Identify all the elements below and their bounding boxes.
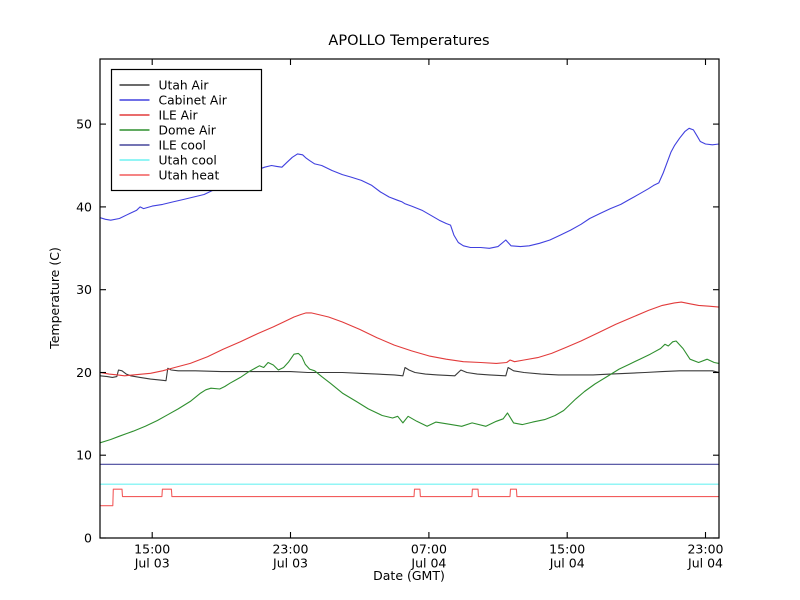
legend-label-utah-air: Utah Air — [159, 78, 210, 92]
legend-label-cabinet-air: Cabinet Air — [159, 93, 228, 107]
x-tick-label-time: 07:00 — [411, 542, 447, 557]
x-tick-label-date: Jul 03 — [134, 556, 170, 571]
series-line-dome-air — [100, 340, 719, 444]
y-axis-tick-labels: 0 10 20 30 40 50 — [76, 117, 92, 546]
y-tick-label: 50 — [76, 117, 92, 132]
legend-label-ile-air: ILE Air — [159, 108, 199, 122]
x-tick-label-date: Jul 04 — [687, 556, 723, 571]
x-tick-label-date: Jul 04 — [410, 556, 446, 571]
y-tick-label: 40 — [76, 199, 92, 214]
x-tick-label-time: 15:00 — [549, 542, 585, 557]
legend-label-utah-cool: Utah cool — [159, 153, 217, 167]
series-line-utah-air — [100, 366, 719, 382]
y-tick-label: 10 — [76, 448, 92, 463]
x-tick-label-date: Jul 04 — [549, 556, 585, 571]
x-tick-label-date: Jul 03 — [272, 556, 308, 571]
plot-frame — [99, 58, 720, 539]
legend-label-dome-air: Dome Air — [159, 123, 217, 137]
y-tick-label: 20 — [76, 365, 92, 380]
x-tick-label-time: 23:00 — [687, 542, 723, 557]
y-axis-label: Temperature (C) — [47, 247, 62, 350]
legend-label-ile-cool: ILE cool — [159, 138, 206, 152]
x-tick-label-time: 23:00 — [272, 542, 308, 557]
x-axis-label: Date (GMT) — [373, 568, 445, 583]
series-line-ile-air — [100, 301, 719, 377]
axis-ticks — [100, 59, 719, 539]
legend-label-utah-heat: Utah heat — [159, 168, 220, 182]
chart-title: APOLLO Temperatures — [328, 33, 489, 49]
y-tick-label: 30 — [76, 282, 92, 297]
x-tick-label-time: 15:00 — [134, 542, 170, 557]
y-tick-label: 0 — [84, 531, 92, 546]
series-line-utah-heat — [100, 488, 719, 507]
